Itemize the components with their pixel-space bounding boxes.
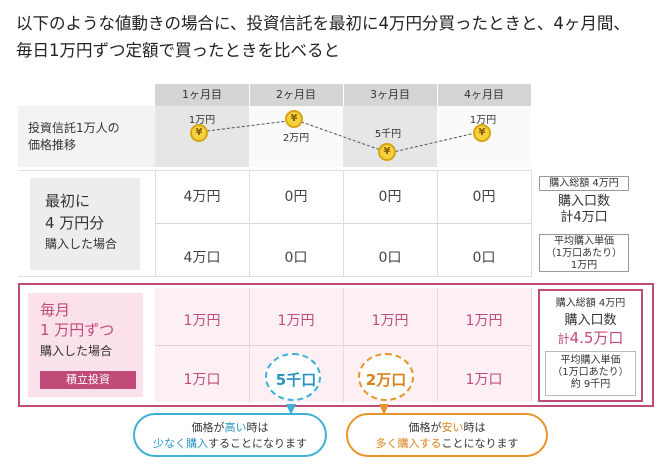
monthly-units-4: 1万口 [465,372,503,388]
lump-sum-block [18,170,532,277]
high-price-callout: 価格が高い時は 少なく購入することになります [133,413,327,457]
callout-highlight: 高い [224,421,247,434]
monthly-avg-value: 約 9千円 [570,379,611,390]
lump-sum-avg-title: 平均購入単価 [554,236,614,247]
lump-sum-avg-box: 平均購入単価 （1万口あたり） 1万円 [539,234,629,272]
lump-sum-label-line-1: 最初に [45,192,91,210]
price-row-bg [18,106,155,167]
lump-sum-col-divider [249,170,250,277]
monthly-col-divider [437,288,438,402]
lump-sum-amount-1: 4万円 [183,189,221,205]
price-label-month-3: 5千円 [374,129,402,140]
monthly-units-2: 5千口 [275,371,317,389]
high-price-callout-line-1: 価格が高い時は [135,420,325,436]
monthly-label-line-1: 毎月 [40,301,71,319]
monthly-units-title: 購入口数 [564,313,617,328]
monthly-avg-sub: （1万口あたり） [552,367,629,378]
high-price-circle [265,353,321,401]
price-label-month-1: 1万円 [188,115,216,126]
high-price-callout-line-2: 少なく購入することになります [135,436,325,452]
lump-sum-avg-value: 1万円 [570,260,598,271]
lump-sum-col-divider [155,170,156,277]
callout-highlight: 安い [441,421,464,434]
price-label-line-2: 価格推移 [28,138,77,152]
monthly-units-1: 1万口 [183,372,221,388]
lump-sum-label-line-2: 4 万円分 [45,214,105,232]
monthly-label: 毎月 1 万円ずつ 購入した場合 [40,300,140,361]
lump-sum-label: 最初に 4 万円分 購入した場合 [45,190,145,254]
monthly-amount-2: 1万円 [277,313,315,329]
callout-text: することになります [208,437,307,450]
monthly-label-line-3: 購入した場合 [40,344,113,358]
low-price-callout: 価格が安い時は 多く購入することになります [346,413,548,457]
monthly-col-divider [343,288,344,402]
price-label-line-1: 投資信託1万人の [28,121,120,135]
monthly-amount-1: 1万円 [183,313,221,329]
title-line-2: 毎日1万円ずつ定額で買ったときを比べると [16,41,340,60]
lump-sum-amount-2: 0円 [284,189,308,205]
callout-highlight: 多く購入する [375,437,442,450]
lump-sum-units-summary: 購入口数 計4万口 [539,194,629,226]
month-header-3: 3ヶ月目 [343,84,437,106]
monthly-amount-4: 1万円 [465,313,503,329]
callout-text: 価格が [408,421,442,434]
lump-sum-col-divider [531,170,532,277]
monthly-avg-box: 平均購入単価 （1万口あたり） 約 9千円 [545,351,636,396]
yen-coin-icon: ¥ [473,124,491,142]
monthly-units-3: 2万口 [365,371,407,389]
monthly-label-line-2: 1 万円ずつ [40,321,115,339]
title-line-1: 以下のような値動きの場合に、投資信託を最初に4万円分買ったときと、4ヶ月間、 [16,14,630,33]
lump-sum-label-box [30,178,140,270]
price-label-month-2: 2万円 [282,133,310,144]
lump-sum-total: 購入総額 4万円 [539,176,629,191]
monthly-units-value: 計4.5万口 [540,329,641,349]
callout-text: 価格が [191,421,225,434]
header-divider [437,84,438,106]
lump-sum-units-value: 計4万口 [560,210,608,225]
low-price-callout-line-2: 多く購入することになります [348,436,546,452]
low-price-circle [358,353,414,401]
lump-sum-units-4: 0口 [472,250,496,266]
lump-sum-units-3: 0口 [378,250,402,266]
lump-sum-avg-sub: （1万口あたり） [545,248,623,259]
callout-highlight: 少なく購入 [153,437,208,450]
month-header-4: 4ヶ月目 [437,84,531,106]
monthly-avg-title: 平均購入単価 [560,355,621,366]
header-divider [249,84,250,106]
price-label-month-4: 1万円 [469,115,497,126]
page-title: 以下のような値動きの場合に、投資信託を最初に4万円分買ったときと、4ヶ月間、 毎… [16,10,656,64]
header-divider [343,84,344,106]
lump-sum-units-title: 購入口数 [557,194,610,209]
monthly-units-prefix: 計 [557,332,570,346]
yen-coin-icon: ¥ [378,143,396,161]
monthly-total: 購入総額 4万円 [555,298,626,309]
monthly-units-summary: 購入口数 計4.5万口 [540,313,641,349]
lump-sum-units-2: 0口 [284,250,308,266]
monthly-col-divider [249,288,250,402]
lump-sum-amount-4: 0円 [472,189,496,205]
yen-coin-icon: ¥ [285,110,303,128]
low-price-callout-line-1: 価格が安い時は [348,420,546,436]
callout-text: ことになります [441,437,519,450]
lump-sum-amount-3: 0円 [378,189,402,205]
month-header-1: 1ヶ月目 [155,84,249,106]
month-header-2: 2ヶ月目 [249,84,343,106]
monthly-amount-3: 1万円 [371,313,409,329]
lump-sum-col-divider [343,170,344,277]
lump-sum-units-1: 4万口 [183,250,221,266]
lump-sum-label-line-3: 購入した場合 [45,237,118,251]
lump-sum-col-divider [437,170,438,277]
callout-text: 時は [463,421,486,434]
monthly-col-divider [531,288,532,402]
tsumitate-badge: 積立投資 [40,371,136,389]
yen-coin-icon: ¥ [190,124,208,142]
monthly-units-number: 4.5万口 [569,329,624,347]
price-row-label: 投資信託1万人の 価格推移 [28,120,153,154]
callout-text: 時は [246,421,269,434]
